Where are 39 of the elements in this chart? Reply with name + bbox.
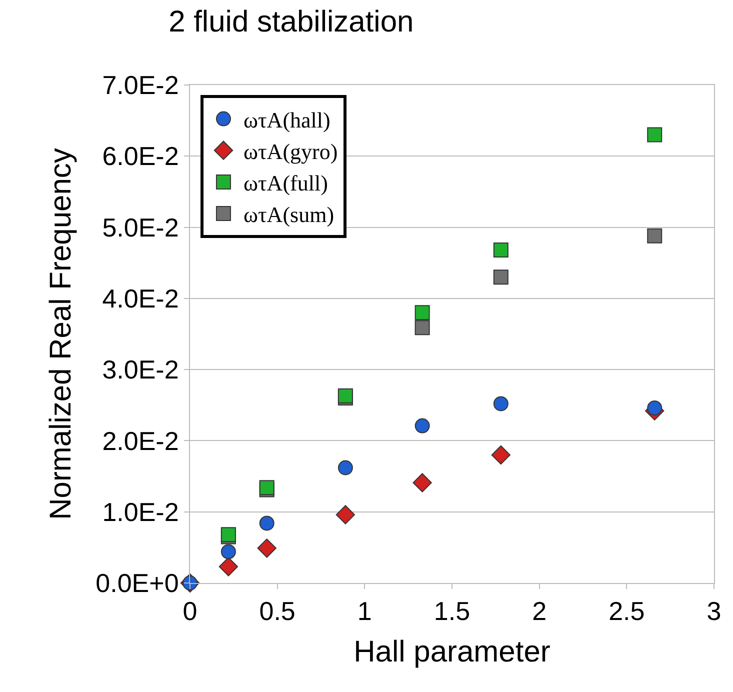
point xyxy=(412,473,432,492)
y-axis-title: Normalized Real Frequency xyxy=(44,148,78,520)
point xyxy=(493,270,508,285)
y-tick-label: 3.0E-2 xyxy=(102,354,179,385)
x-tick-label: 0.5 xyxy=(259,596,296,626)
x-tick-label: 0 xyxy=(182,596,198,626)
point xyxy=(338,460,353,476)
legend-label: ωτA(sum) xyxy=(243,202,334,228)
y-tick-label: 0.0E+0 xyxy=(96,568,179,598)
y-tick-label: 4.0E-2 xyxy=(102,284,179,314)
x-tick-label: 1.5 xyxy=(434,596,470,626)
point xyxy=(647,400,662,416)
x-tick-label: 3 xyxy=(706,596,722,626)
point xyxy=(493,242,508,258)
point xyxy=(259,516,274,531)
point xyxy=(336,505,356,524)
y-tick-label: 6.0E-2 xyxy=(102,141,179,172)
point xyxy=(414,320,430,336)
y-tick-label: 5.0E-2 xyxy=(102,212,179,242)
y-tick-label: 1.0E-2 xyxy=(102,496,179,527)
y-tick-label: 7.0E-2 xyxy=(102,70,179,100)
point xyxy=(647,127,662,142)
point xyxy=(257,538,276,558)
point xyxy=(218,557,238,576)
legend-label: ωτA(gyro) xyxy=(243,138,338,164)
chart-title: 2 fluid stabilization xyxy=(168,5,414,38)
legend-label: ωτA(full) xyxy=(243,170,328,196)
point xyxy=(414,418,430,434)
x-tick-label: 2 xyxy=(532,596,547,626)
legend-label: ωτA(hall) xyxy=(243,107,330,132)
y-tick-label: 2.0E-2 xyxy=(102,426,179,456)
point xyxy=(647,228,662,244)
x-tick-label: 1 xyxy=(357,596,372,626)
point xyxy=(493,396,508,412)
x-tick-label: 2.5 xyxy=(608,596,645,626)
point xyxy=(491,445,511,465)
x-axis-title: Hall parameter xyxy=(354,636,550,669)
point xyxy=(220,544,236,560)
point xyxy=(414,305,430,320)
